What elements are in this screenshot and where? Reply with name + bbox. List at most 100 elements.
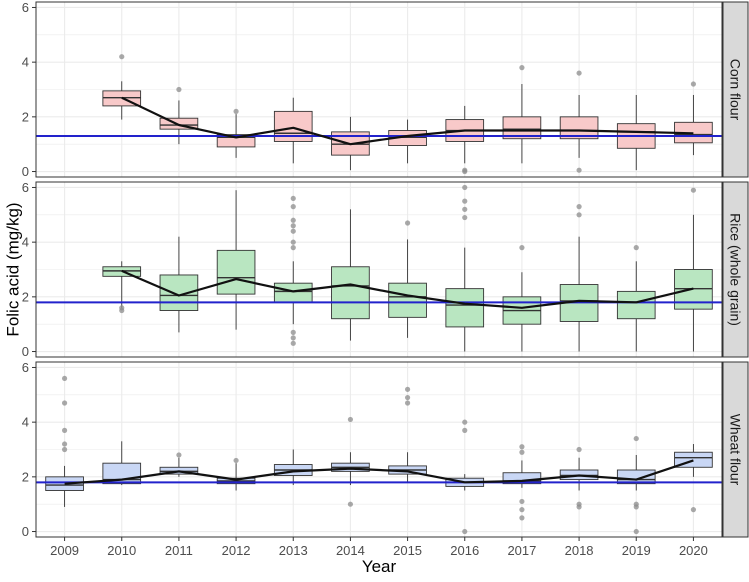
y-tick-label: 4 [22,235,29,250]
outlier-point [633,245,639,251]
outlier-point [633,504,639,510]
box-iqr [159,117,199,130]
box-2014 [331,416,370,507]
box-2018 [559,70,599,173]
outlier-point [347,416,354,423]
outlier-point [462,168,468,175]
outlier-point [290,223,296,229]
outlier-point [462,427,468,433]
panel-border [35,361,723,538]
outlier-point [404,386,411,392]
box-iqr [273,282,313,303]
outlier-point [519,65,525,71]
box-2017 [502,65,542,164]
box-2012 [216,108,256,158]
y-tick-label: 2 [22,289,29,304]
facet-strip [722,361,749,538]
box-iqr [559,116,599,140]
outlier-point [404,394,411,401]
outlier-point [404,220,411,226]
facet-strip-label: Corn flour [728,59,744,121]
outlier-point [576,504,582,510]
y-tick-label: 2 [22,109,29,124]
box-iqr [331,266,370,320]
outlier-point [290,340,296,346]
box-2009 [45,375,84,507]
outlier-point [347,501,354,507]
outlier-point [462,206,468,212]
outlier-point [576,70,582,76]
outlier-point [290,204,296,210]
y-tick-label: 2 [22,469,29,484]
x-tick-label: 2016 [450,543,479,558]
outlier-point [576,446,582,453]
outlier-point [233,108,239,114]
outlier-point [290,195,296,202]
outlier-point [519,498,525,505]
box-2012 [216,457,256,491]
outlier-point [576,212,582,218]
outlier-point [519,444,525,450]
outlier-point [690,81,697,87]
trend-line [121,96,694,146]
outlier-point [462,184,468,191]
box-iqr [388,282,427,318]
box-2012 [216,190,256,330]
x-tick-label: 2018 [565,543,594,558]
outlier-point [290,228,296,234]
outlier-point [462,419,468,425]
box-2019 [616,435,656,535]
x-axis-title: Year [362,557,397,576]
outlier-point [462,214,468,221]
facet-strip-label: Wheat flour [728,414,744,486]
panel-0: 0 2 4 6 Corn flour [22,0,749,179]
outlier-point [290,335,296,341]
outlier-point [176,86,182,93]
box-iqr [216,249,256,295]
trend-line [121,269,694,309]
facet-strip [722,181,749,358]
outlier-point [176,452,182,458]
box-iqr [45,476,84,491]
outlier-point [633,435,639,442]
outlier-point [519,507,525,513]
outlier-point [576,204,582,210]
x-tick-label: 2012 [222,543,251,558]
outlier-point [519,449,525,455]
y-tick-label: 6 [22,0,29,15]
outlier-point [61,375,68,382]
facet-strip [722,1,749,178]
facet-strip-label: Rice (whole grain) [728,213,744,326]
trend-line [64,459,694,485]
outlier-point [61,446,68,453]
box-iqr [616,290,656,320]
outlier-point [690,507,697,513]
outlier-point [633,528,639,535]
outlier-point [61,427,68,433]
x-tick-label: 2020 [679,543,708,558]
outlier-point [61,400,68,406]
y-tick-label: 4 [22,415,29,430]
box-iqr [502,116,542,140]
outlier-point [61,441,68,447]
x-tick-label: 2009 [50,543,79,558]
outlier-point [119,54,125,60]
x-tick-label: 2017 [507,543,536,558]
y-tick-label: 0 [22,344,29,359]
panel-border [35,1,723,178]
x-tick-label: 2013 [279,543,308,558]
outlier-point [519,245,525,251]
box-2016 [445,184,485,352]
box-iqr [445,288,485,328]
x-tick-label: 2015 [393,543,422,558]
x-tick-label: 2019 [622,543,651,558]
x-tick-label: 2011 [165,543,193,558]
y-tick-label: 0 [22,164,29,179]
outlier-point [404,400,411,406]
y-tick-label: 6 [22,360,29,375]
y-tick-label: 4 [22,55,29,70]
panel-2: 0 2 4 6 Wheat flour [22,360,749,539]
outlier-point [290,245,296,251]
outlier-point [519,515,525,521]
